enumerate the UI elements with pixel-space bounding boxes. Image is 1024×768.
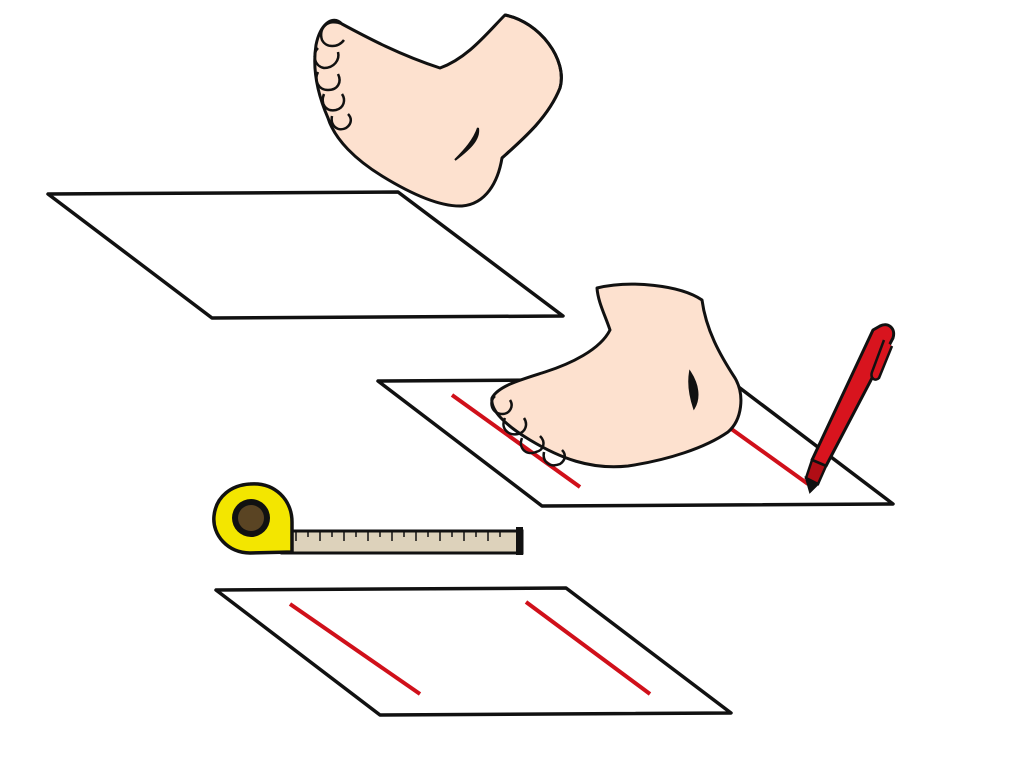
- tape-measure-icon: [212, 482, 524, 555]
- measured-toe-mark: [288, 602, 422, 696]
- tape-ruler-ticks: [295, 531, 501, 541]
- tape-ruler: [280, 529, 524, 555]
- heel-mark-line: [728, 426, 810, 486]
- paper-sheet-measured: [214, 586, 733, 717]
- paper-sheet-blank: [46, 190, 565, 320]
- pen-icon: [804, 323, 896, 494]
- standing-foot-icon: [490, 282, 743, 469]
- toe-mark-line: [450, 393, 582, 489]
- measured-heel-mark: [524, 600, 652, 696]
- top-foot-icon: [313, 13, 563, 208]
